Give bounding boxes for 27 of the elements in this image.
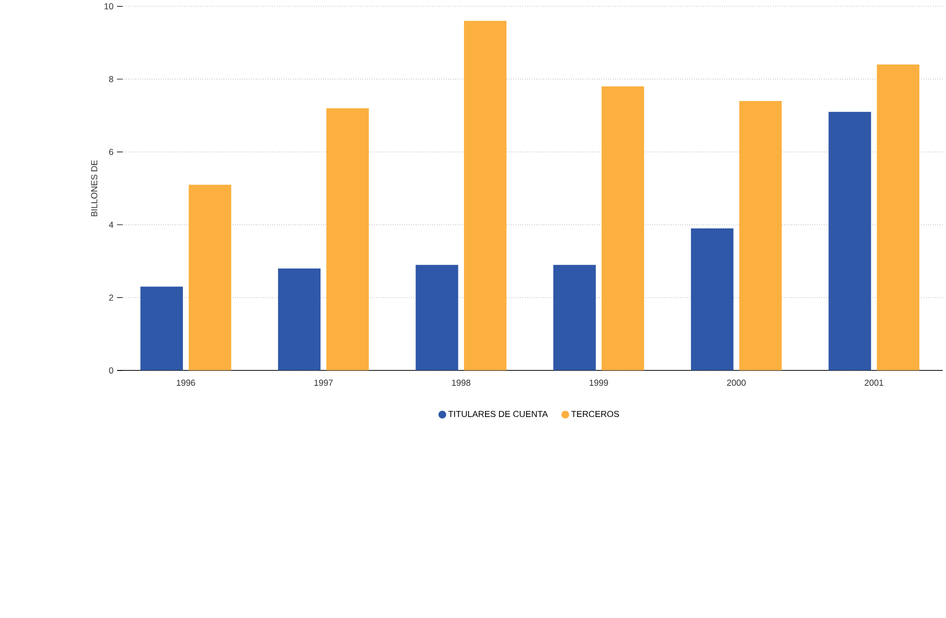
x-tick-label: 2001 xyxy=(864,380,884,386)
x-tick-label: 1996 xyxy=(176,380,196,386)
legend-label: TERCEROS xyxy=(571,410,620,418)
bar xyxy=(188,184,232,370)
bar xyxy=(416,264,458,370)
y-axis-title: BILLONES DE xyxy=(91,160,98,216)
bar xyxy=(739,100,782,370)
bar xyxy=(326,108,369,370)
legend-label: TITULARES DE CUENTA xyxy=(448,410,548,418)
x-tick-label: 2000 xyxy=(727,380,746,386)
y-tick-label: 4 xyxy=(108,222,114,228)
y-tick-label: 8 xyxy=(109,76,114,82)
y-tick-label: 10 xyxy=(104,3,114,10)
x-tick-label: 1999 xyxy=(590,380,608,386)
bar xyxy=(690,228,734,370)
bar xyxy=(464,20,506,370)
bar xyxy=(140,286,183,370)
y-tick-label: 2 xyxy=(109,294,114,301)
y-tick-label: 6 xyxy=(109,148,114,156)
bar xyxy=(553,264,596,370)
bar xyxy=(602,86,644,370)
bar xyxy=(278,268,321,370)
bar xyxy=(876,64,920,370)
x-tick-label: 1998 xyxy=(452,380,470,386)
bar xyxy=(828,112,872,370)
x-tick-label: 1997 xyxy=(314,380,333,386)
y-tick-label: 0 xyxy=(109,367,114,374)
